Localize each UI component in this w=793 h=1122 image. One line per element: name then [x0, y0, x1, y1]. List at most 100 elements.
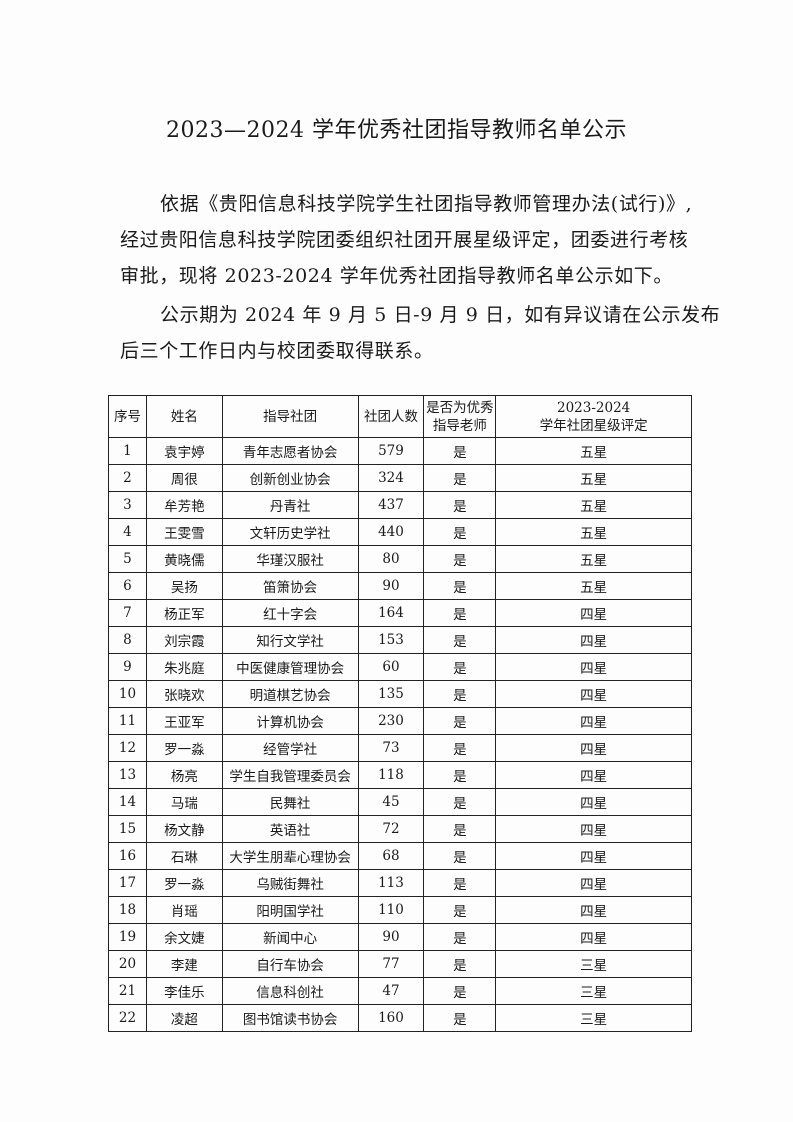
club-name-cell: 学生自我管理委员会: [221, 761, 359, 789]
club-name-cell: 自行车协会: [221, 950, 359, 978]
teacher-name-cell: 吴扬: [145, 572, 223, 600]
column-header: 2023-2024 学年社团星级评定: [495, 395, 692, 438]
club-name-cell: 华瑾汉服社: [221, 545, 359, 573]
star-rating-cell: 四星: [495, 680, 692, 708]
excellent-flag-cell: 是: [423, 707, 497, 735]
teacher-name-cell: 袁宇婷: [145, 437, 223, 465]
row-number-cell: 3: [108, 491, 147, 519]
table-row: 15 杨文静 英语社 72 是四星: [108, 815, 692, 843]
row-number-cell: 4: [108, 518, 147, 546]
member-count-cell: 160: [357, 1004, 425, 1032]
excellent-flag-cell: 是: [423, 626, 497, 654]
table-row: 20 李建 自行车协会 77 是三星: [108, 950, 692, 978]
member-count-cell: 579: [357, 437, 425, 465]
teacher-name-cell: 石琳: [145, 842, 223, 870]
row-number-cell: 21: [108, 977, 147, 1005]
row-number-cell: 10: [108, 680, 147, 708]
teacher-name-cell: 牟芳艳: [145, 491, 223, 519]
member-count-cell: 47: [357, 977, 425, 1005]
teacher-name-cell: 凌超: [145, 1004, 223, 1032]
teacher-name-cell: 马瑞: [145, 788, 223, 816]
teacher-name-cell: 杨正军: [145, 599, 223, 627]
excellent-flag-cell: 是: [423, 545, 497, 573]
excellent-flag-cell: 是: [423, 437, 497, 465]
star-rating-cell: 四星: [495, 869, 692, 897]
column-header: 姓名: [145, 395, 223, 438]
table-row: 14 马瑞 民舞社 45 是四星: [108, 788, 692, 816]
star-rating-cell: 三星: [495, 977, 692, 1005]
member-count-cell: 230: [357, 707, 425, 735]
excellent-flag-cell: 是: [423, 599, 497, 627]
row-number-cell: 2: [108, 464, 147, 492]
paragraph-line: 后三个工作日内与校团委取得联系。: [120, 340, 434, 362]
teacher-name-cell: 黄晓儒: [145, 545, 223, 573]
club-name-cell: 大学生朋辈心理协会: [221, 842, 359, 870]
teacher-name-cell: 肖瑶: [145, 896, 223, 924]
paragraph-line: 经过贵阳信息科技学院团委组织社团开展星级评定，团委进行考核: [120, 229, 689, 251]
star-rating-cell: 五星: [495, 545, 692, 573]
paragraph-period: 公示期为 2024 年 9 月 5 日-9 月 9 日，如有异议请在公示发布 后…: [120, 297, 721, 369]
excellent-flag-cell: 是: [423, 1004, 497, 1032]
excellent-flag-cell: 是: [423, 464, 497, 492]
teacher-name-cell: 杨亮: [145, 761, 223, 789]
club-name-cell: 新闻中心: [221, 923, 359, 951]
member-count-cell: 153: [357, 626, 425, 654]
star-rating-cell: 四星: [495, 599, 692, 627]
star-rating-cell: 五星: [495, 572, 692, 600]
star-rating-cell: 五星: [495, 437, 692, 465]
row-number-cell: 19: [108, 923, 147, 951]
column-header: 是否为优秀 指导老师: [423, 395, 497, 438]
member-count-cell: 68: [357, 842, 425, 870]
member-count-cell: 113: [357, 869, 425, 897]
excellent-flag-cell: 是: [423, 950, 497, 978]
club-name-cell: 民舞社: [221, 788, 359, 816]
club-name-cell: 创新创业协会: [221, 464, 359, 492]
teacher-table: 序号 姓名 指导社团 社团人数 是否为优秀 指导老师 2023-2024 学年社团星级评定 1…: [108, 395, 692, 1032]
club-name-cell: 信息科创社: [221, 977, 359, 1005]
table-row: 4 王雯雪 文轩历史学社 440 是五星: [108, 518, 692, 546]
table-row: 19 余文婕 新闻中心 90 是四星: [108, 923, 692, 951]
table-row: 1 袁宇婷 青年志愿者协会 579 是五星: [108, 437, 692, 465]
column-header-text: 指导社团: [263, 408, 318, 425]
excellent-flag-cell: 是: [423, 653, 497, 681]
star-rating-cell: 四星: [495, 923, 692, 951]
star-rating-cell: 四星: [495, 896, 692, 924]
column-header-text: 是否为优秀: [426, 399, 494, 416]
star-rating-cell: 四星: [495, 842, 692, 870]
paragraph-basis: 依据《贵阳信息科技学院学生社团指导教师管理办法(试行)》, 经过贵阳信息科技学院…: [120, 186, 692, 294]
club-name-cell: 乌贼街舞社: [221, 869, 359, 897]
row-number-cell: 11: [108, 707, 147, 735]
star-rating-cell: 五星: [495, 464, 692, 492]
row-number-cell: 14: [108, 788, 147, 816]
table-row: 10 张晓欢 明道棋艺协会 135 是四星: [108, 680, 692, 708]
row-number-cell: 17: [108, 869, 147, 897]
paragraph-line: 公示期为 2024 年 9 月 5 日-9 月 9 日，如有异议请在公示发布: [160, 304, 721, 326]
table-row: 22 凌超 图书馆读书协会 160 是三星: [108, 1004, 692, 1032]
club-name-cell: 中医健康管理协会: [221, 653, 359, 681]
excellent-flag-cell: 是: [423, 518, 497, 546]
club-name-cell: 笛箫协会: [221, 572, 359, 600]
member-count-cell: 164: [357, 599, 425, 627]
club-name-cell: 阳明国学社: [221, 896, 359, 924]
club-name-cell: 青年志愿者协会: [221, 437, 359, 465]
column-header-text: 序号: [113, 408, 141, 425]
row-number-cell: 20: [108, 950, 147, 978]
teacher-name-cell: 罗一淼: [145, 869, 223, 897]
excellent-flag-cell: 是: [423, 761, 497, 789]
star-rating-cell: 四星: [495, 653, 692, 681]
member-count-cell: 80: [357, 545, 425, 573]
excellent-flag-cell: 是: [423, 896, 497, 924]
member-count-cell: 72: [357, 815, 425, 843]
club-name-cell: 图书馆读书协会: [221, 1004, 359, 1032]
star-rating-cell: 四星: [495, 815, 692, 843]
teacher-name-cell: 杨文静: [145, 815, 223, 843]
column-header: 社团人数: [357, 395, 425, 438]
teacher-name-cell: 余文婕: [145, 923, 223, 951]
teacher-name-cell: 刘宗霞: [145, 626, 223, 654]
table-row: 13 杨亮 学生自我管理委员会 118 是四星: [108, 761, 692, 789]
table-row: 2 周很 创新创业协会 324 是五星: [108, 464, 692, 492]
column-header-text: 社团人数: [363, 408, 418, 425]
column-header-text: 学年社团星级评定: [539, 417, 648, 434]
table-row: 16 石琳 大学生朋辈心理协会 68 是四星: [108, 842, 692, 870]
table-row: 7 杨正军 红十字会 164 是四星: [108, 599, 692, 627]
